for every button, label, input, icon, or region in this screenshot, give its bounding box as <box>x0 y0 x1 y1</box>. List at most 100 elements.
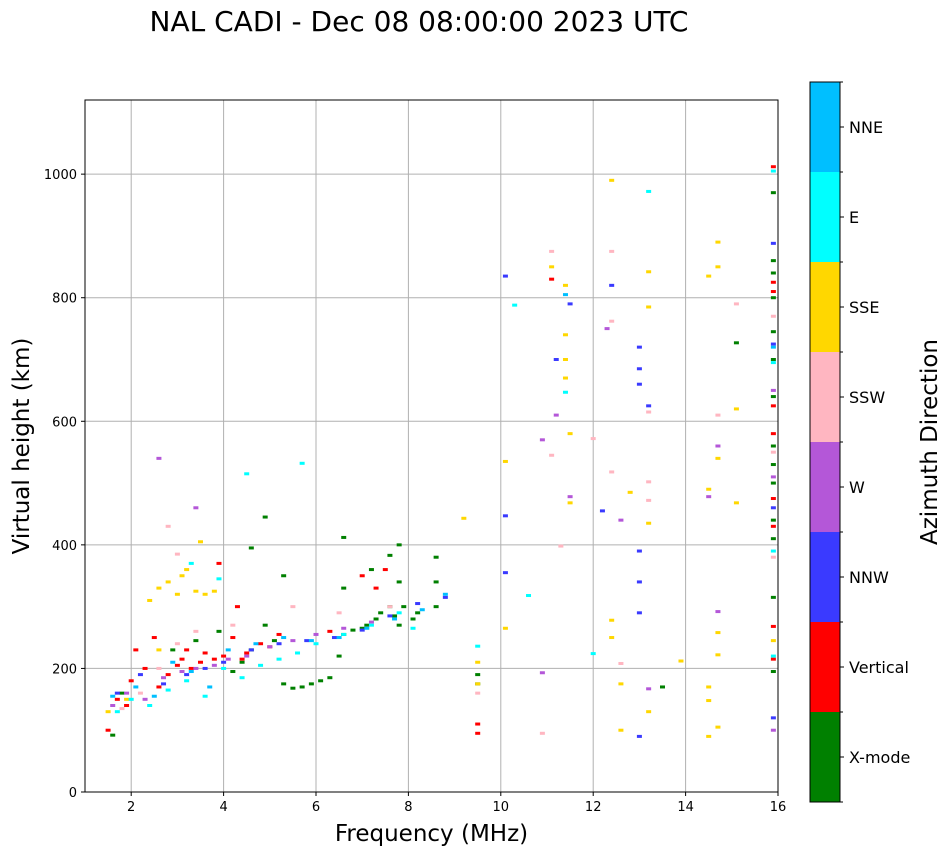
data-point <box>193 639 199 643</box>
data-point <box>193 589 199 593</box>
data-point <box>558 544 564 548</box>
data-point <box>170 648 176 652</box>
data-points <box>105 165 776 738</box>
data-point <box>368 568 374 572</box>
data-point <box>770 670 776 674</box>
data-point <box>461 516 467 520</box>
data-point <box>502 514 508 518</box>
data-point <box>184 673 190 677</box>
data-point <box>475 660 481 664</box>
data-point <box>715 610 721 614</box>
data-point <box>396 623 402 627</box>
data-point <box>165 688 171 692</box>
data-point <box>382 568 388 572</box>
data-point <box>770 537 776 541</box>
y-tick-label: 400 <box>52 539 77 554</box>
data-point <box>706 495 712 499</box>
data-point <box>216 629 222 633</box>
data-point <box>770 191 776 195</box>
data-point <box>646 480 652 484</box>
data-point <box>350 628 356 632</box>
data-point <box>184 568 190 572</box>
data-point <box>636 367 642 371</box>
data-point <box>230 670 236 674</box>
data-point <box>156 666 162 670</box>
data-point <box>770 518 776 522</box>
data-point <box>147 598 153 602</box>
colorbar: X-mode Vertical NNW W SSW SSE E NNE <box>809 81 910 803</box>
data-point <box>211 663 217 667</box>
data-point <box>110 694 116 698</box>
colorbar-segment <box>810 712 840 802</box>
data-point <box>299 461 305 465</box>
data-point <box>308 682 314 686</box>
data-point <box>562 333 568 337</box>
data-point <box>562 283 568 287</box>
data-point <box>313 632 319 636</box>
data-point <box>770 345 776 349</box>
plot-area <box>85 100 778 792</box>
data-point <box>636 734 642 738</box>
data-point <box>165 524 171 528</box>
data-point <box>174 663 180 667</box>
data-point <box>327 629 333 633</box>
data-point <box>110 733 116 737</box>
data-point <box>715 444 721 448</box>
data-point <box>475 722 481 726</box>
data-point <box>253 642 259 646</box>
colorbar-frame <box>809 81 841 803</box>
data-point <box>539 731 545 735</box>
x-tick-label: 16 <box>770 800 787 815</box>
y-tick-label: 800 <box>52 292 77 307</box>
data-point <box>770 654 776 658</box>
x-tick-label: 10 <box>493 800 510 815</box>
data-point <box>770 290 776 294</box>
data-point <box>142 666 148 670</box>
data-point <box>179 670 185 674</box>
data-point <box>137 691 143 695</box>
data-point <box>770 450 776 454</box>
data-point <box>308 639 314 643</box>
y-tick-label: 1000 <box>44 168 77 183</box>
data-point <box>410 617 416 621</box>
data-point <box>770 361 776 365</box>
data-point <box>433 580 439 584</box>
data-point <box>770 259 776 263</box>
data-point <box>193 666 199 670</box>
data-point <box>179 657 185 661</box>
data-point <box>770 555 776 559</box>
y-tick-label: 200 <box>52 662 77 677</box>
data-point <box>211 589 217 593</box>
data-point <box>174 592 180 596</box>
data-point <box>221 666 227 670</box>
data-point <box>396 543 402 547</box>
data-point <box>646 404 652 408</box>
data-point <box>646 521 652 525</box>
data-point <box>646 710 652 714</box>
colorbar-tick-label: NNW <box>849 568 889 587</box>
data-point <box>599 509 605 513</box>
data-point <box>271 639 277 643</box>
data-point <box>770 463 776 467</box>
data-point <box>706 487 712 491</box>
data-point <box>124 704 130 707</box>
data-point <box>128 679 134 683</box>
data-point <box>147 704 153 707</box>
data-point <box>609 636 615 640</box>
data-point <box>770 271 776 275</box>
data-point <box>475 673 481 677</box>
data-point <box>604 327 610 331</box>
data-point <box>562 358 568 361</box>
data-point <box>419 608 425 612</box>
data-point <box>715 413 721 417</box>
data-point <box>299 685 305 689</box>
data-point <box>396 611 402 615</box>
data-point <box>706 734 712 738</box>
data-point <box>364 626 370 630</box>
data-point <box>373 617 379 621</box>
chart-title: NAL CADI - Dec 08 08:00:00 2023 UTC <box>149 5 689 38</box>
data-point <box>636 611 642 615</box>
data-point <box>230 636 236 640</box>
data-point <box>364 623 370 627</box>
data-point <box>359 626 365 630</box>
